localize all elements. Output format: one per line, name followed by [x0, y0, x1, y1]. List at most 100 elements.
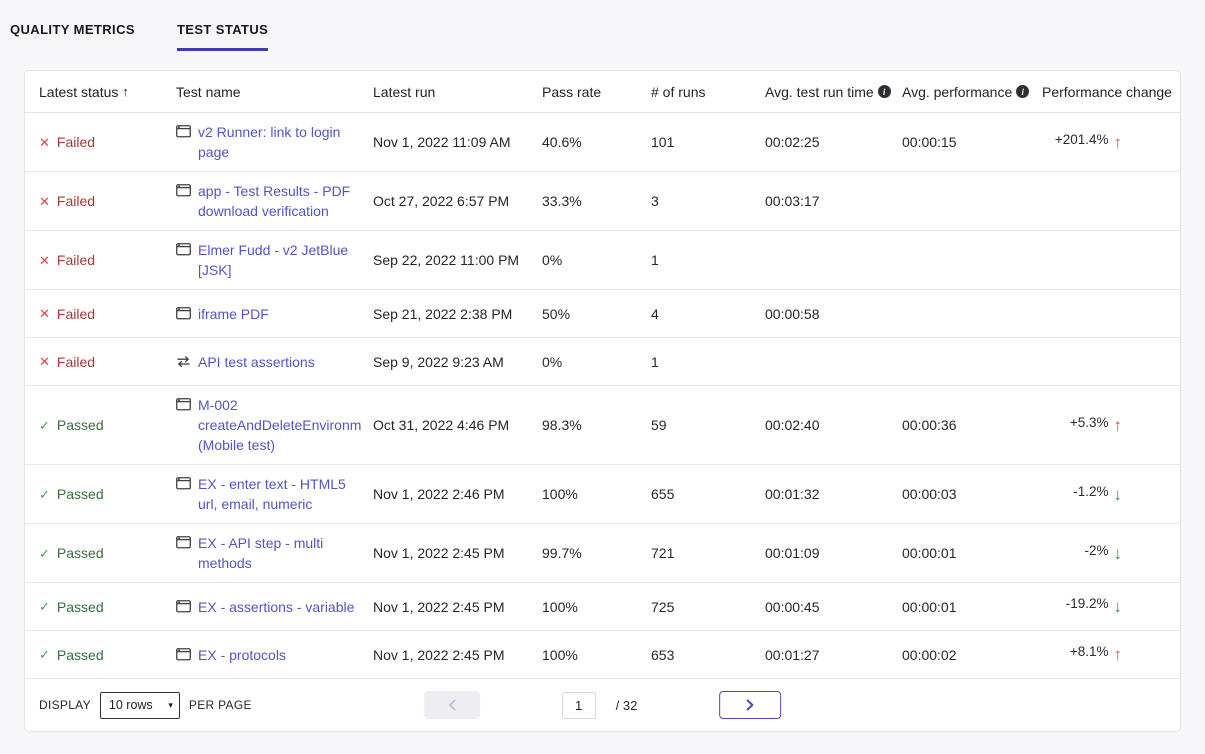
test-name-link[interactable]: EX - API step - multi methods	[198, 535, 324, 571]
avg-performance-header-label: Avg. performance	[902, 83, 1013, 100]
browser-window-icon	[176, 536, 191, 552]
latest-run-cell: Nov 1, 2022 11:09 AM	[373, 134, 511, 150]
table-row[interactable]: ✕ Failed API test assertions Sep 9, 2022…	[25, 338, 1180, 386]
test-name-cell: app - Test Results - PDF download verifi…	[176, 181, 373, 221]
info-icon[interactable]: i	[1016, 85, 1030, 98]
test-status-card: Latest status ↑ Test name Latest run Pas…	[24, 70, 1181, 732]
avg-run-time-cell: 00:00:45	[765, 598, 820, 615]
table-body: ✕ Failed v2 Runner: link to login page N…	[25, 113, 1180, 679]
column-header-avg-performance[interactable]: Avg. performance i	[902, 84, 1042, 100]
test-name-cell: Elmer Fudd - v2 JetBlue [JSK]	[176, 240, 373, 280]
column-header-test-name[interactable]: Test name	[176, 84, 373, 100]
test-name-link[interactable]: EX - assertions - variable	[198, 598, 355, 615]
status-icon: ✓	[39, 545, 50, 561]
table-row[interactable]: ✕ Failed v2 Runner: link to login page N…	[25, 113, 1180, 172]
tab-quality-metrics[interactable]: QUALITY METRICS	[10, 22, 135, 37]
test-name-cell: EX - protocols	[176, 645, 373, 665]
num-runs-cell: 3	[651, 193, 659, 209]
avg-performance-cell: 00:00:01	[902, 598, 957, 615]
num-runs-cell: 655	[651, 486, 675, 502]
num-runs-cell: 101	[651, 134, 675, 150]
next-page-button[interactable]	[719, 691, 782, 719]
latest-status-header-label: Latest status	[39, 83, 119, 100]
avg-run-time-cell: 00:01:09	[765, 545, 820, 561]
status-cell: ✕ Failed	[39, 306, 176, 322]
num-runs-cell: 1	[651, 252, 659, 268]
avg-performance-cell: 00:00:36	[902, 417, 957, 433]
num-runs-cell: 721	[651, 545, 675, 561]
status-label: Failed	[56, 305, 96, 322]
test-name-link[interactable]: app - Test Results - PDF download verifi…	[198, 183, 351, 219]
num-runs-cell: 653	[651, 646, 675, 663]
performance-change-arrow-icon: ↓	[1113, 484, 1123, 504]
page-total-label: / 32	[615, 697, 638, 713]
page-number-input[interactable]	[561, 691, 596, 719]
test-name-link[interactable]: EX - protocols	[198, 646, 286, 663]
status-label: Failed	[56, 353, 96, 370]
performance-change-cell: -1.2% ↓	[1042, 484, 1166, 504]
column-header-pass-rate[interactable]: Pass rate	[542, 84, 651, 100]
avg-run-time-cell: 00:02:25	[765, 134, 820, 150]
pass-rate-header-label: Pass rate	[542, 83, 602, 100]
test-name-link[interactable]: API test assertions	[198, 353, 315, 370]
pagination: / 32	[423, 691, 782, 719]
test-name-link[interactable]: iframe PDF	[198, 305, 269, 322]
table-row[interactable]: ✓ Passed EX - assertions - variable Nov …	[25, 583, 1180, 631]
chevron-down-icon: ▾	[168, 699, 173, 710]
chevron-left-icon	[448, 699, 456, 711]
column-header-avg-run-time[interactable]: Avg. test run time i	[765, 84, 902, 100]
status-label: Failed	[56, 193, 96, 209]
avg-run-time-cell: 00:01:27	[765, 646, 820, 663]
browser-window-icon	[176, 647, 191, 664]
info-icon[interactable]: i	[877, 85, 891, 98]
test-name-link[interactable]: EX - enter text - HTML5 url, email, nume…	[198, 476, 346, 512]
pass-rate-cell: 100%	[542, 646, 578, 663]
test-name-link[interactable]: Elmer Fudd - v2 JetBlue [JSK]	[198, 242, 349, 278]
column-header-latest-status[interactable]: Latest status ↑	[39, 84, 176, 100]
performance-change-header-label: Performance change	[1042, 83, 1172, 100]
test-name-link[interactable]: v2 Runner: link to login page	[198, 124, 341, 160]
status-icon: ✓	[39, 486, 50, 502]
status-cell: ✕ Failed	[39, 354, 176, 370]
previous-page-button[interactable]	[423, 691, 480, 719]
performance-change-arrow-icon: ↑	[1113, 132, 1123, 152]
performance-change-arrow-icon: ↑	[1113, 645, 1123, 664]
table-row[interactable]: ✓ Passed M-002 createAndDeleteEnvironm (…	[25, 386, 1180, 465]
pass-rate-cell: 0%	[542, 252, 563, 268]
table-row[interactable]: ✓ Passed EX - API step - multi methods N…	[25, 524, 1180, 583]
status-cell: ✕ Failed	[39, 134, 176, 150]
per-page-label: PER PAGE	[188, 698, 252, 712]
performance-change-value: -2%	[1084, 542, 1109, 558]
status-label: Passed	[56, 646, 104, 663]
status-icon: ✓	[39, 417, 50, 433]
pass-rate-cell: 100%	[542, 486, 578, 502]
table-row[interactable]: ✕ Failed app - Test Results - PDF downlo…	[25, 172, 1180, 231]
latest-run-cell: Nov 1, 2022 2:45 PM	[373, 598, 505, 615]
status-cell: ✓ Passed	[39, 486, 176, 502]
pass-rate-cell: 50%	[542, 305, 571, 322]
rows-per-page-select[interactable]: 10 rows ▾	[99, 691, 180, 719]
display-label: DISPLAY	[39, 698, 91, 712]
avg-run-time-cell: 00:00:58	[765, 305, 820, 322]
performance-change-value: +8.1%	[1069, 644, 1109, 659]
test-name-cell: M-002 createAndDeleteEnvironm (Mobile te…	[176, 395, 373, 455]
sort-ascending-icon: ↑	[122, 84, 129, 99]
table-row[interactable]: ✓ Passed EX - enter text - HTML5 url, em…	[25, 465, 1180, 524]
column-header-latest-run[interactable]: Latest run	[373, 84, 542, 100]
column-header-performance-change[interactable]: Performance change	[1042, 84, 1172, 100]
status-cell: ✓ Passed	[39, 545, 176, 561]
chevron-right-icon	[746, 699, 754, 711]
performance-change-cell: +5.3% ↑	[1042, 415, 1166, 434]
test-name-link[interactable]: M-002 createAndDeleteEnvironm (Mobile te…	[198, 397, 362, 453]
avg-performance-cell: 00:00:01	[902, 545, 957, 561]
table-row[interactable]: ✕ Failed iframe PDF Sep 21, 2022 2:38 PM…	[25, 290, 1180, 338]
test-name-cell: API test assertions	[176, 352, 373, 372]
table-row[interactable]: ✓ Passed EX - protocols Nov 1, 2022 2:45…	[25, 631, 1180, 679]
table-row[interactable]: ✕ Failed Elmer Fudd - v2 JetBlue [JSK] S…	[25, 231, 1180, 290]
test-name-cell: EX - assertions - variable	[176, 597, 373, 617]
status-cell: ✓ Passed	[39, 647, 176, 663]
column-header-num-runs[interactable]: # of runs	[651, 84, 765, 100]
tab-test-status[interactable]: TEST STATUS	[176, 22, 269, 51]
status-cell: ✓ Passed	[39, 599, 176, 615]
status-cell: ✓ Passed	[39, 417, 176, 433]
